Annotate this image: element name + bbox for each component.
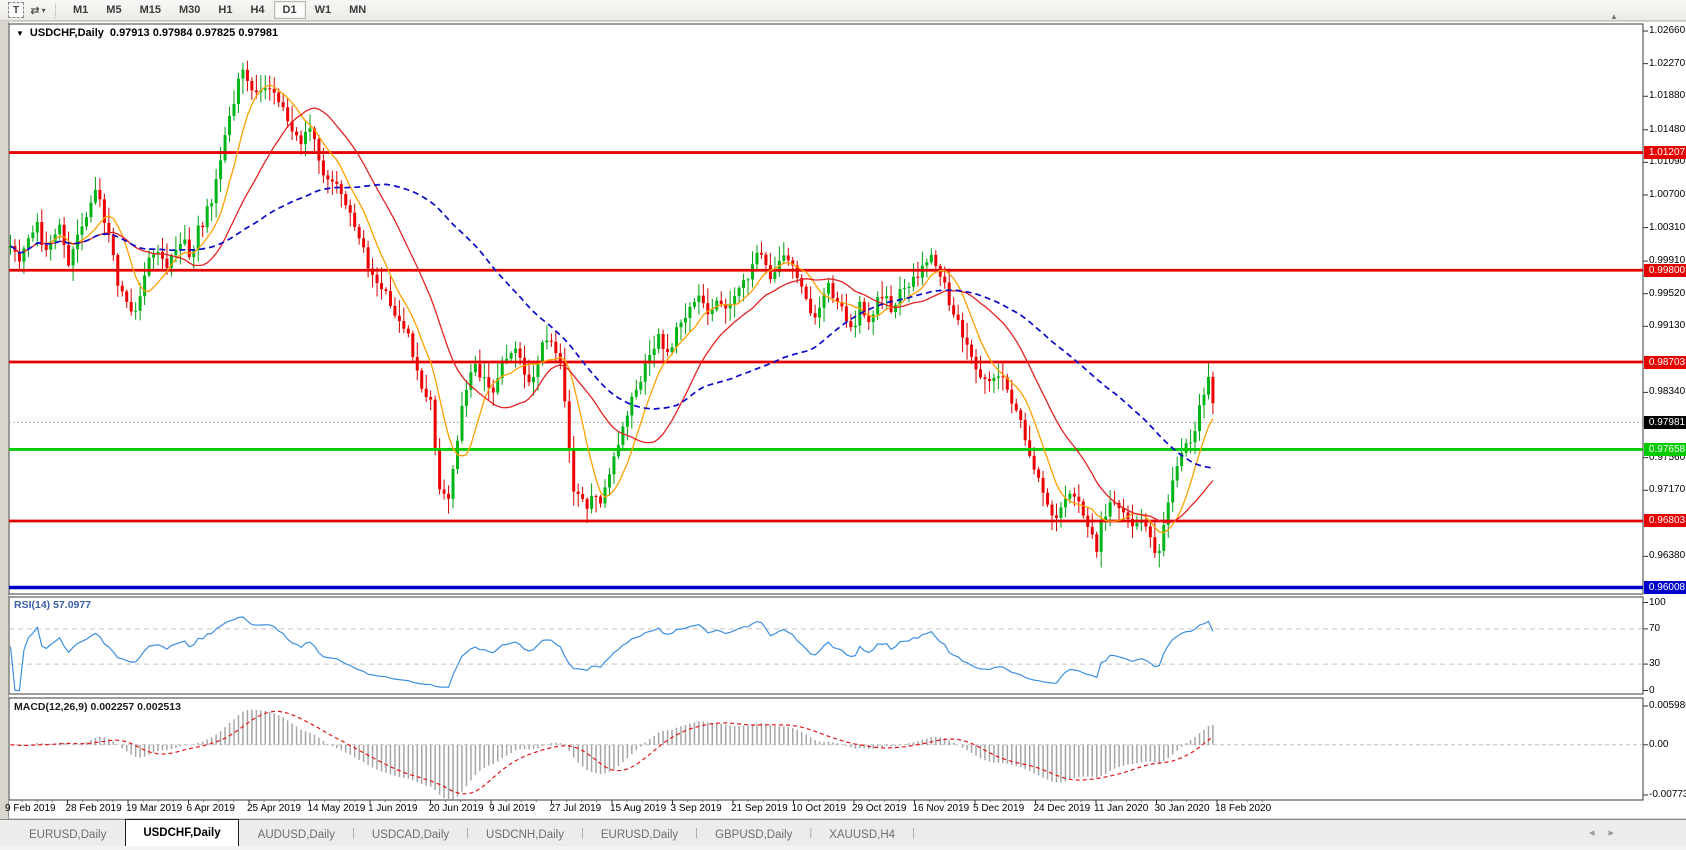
date-axis-tick: 11 Jan 2020 xyxy=(1094,803,1149,814)
collapse-triangle-icon[interactable]: ▼ xyxy=(16,28,24,38)
date-axis-tick: 5 Dec 2019 xyxy=(973,803,1025,814)
date-axis-tick: 30 Jan 2020 xyxy=(1154,803,1210,814)
price-axis-tick: 0.97170 xyxy=(1649,484,1686,496)
date-axis-tick: 18 Feb 2020 xyxy=(1215,803,1272,814)
tab-separator: | xyxy=(912,827,915,839)
scroll-up-icon[interactable]: ▲ xyxy=(1610,12,1618,21)
timeframe-button-h1[interactable]: H1 xyxy=(218,4,233,16)
chart-tab-usdcad-daily[interactable]: USDCAD,Daily xyxy=(371,828,450,841)
arrange-windows-button[interactable]: ⇄ ▾ xyxy=(28,2,48,19)
date-axis-tick: 20 Jun 2019 xyxy=(428,803,484,814)
tab-separator: | xyxy=(580,827,584,839)
timeframe-button-m30[interactable]: M30 xyxy=(178,4,201,16)
date-axis-tick: 14 May 2019 xyxy=(307,803,366,814)
rsi-indicator-label: RSI(14) 57.0977 xyxy=(14,599,92,611)
price-axis-tick: 1.02270 xyxy=(1649,57,1686,69)
text-tool-button[interactable]: T xyxy=(6,2,26,19)
price-axis-tick: 0.97560 xyxy=(1649,451,1686,463)
price-level-badge: 0.97658 xyxy=(1644,442,1686,456)
date-axis-tick: 15 Aug 2019 xyxy=(610,803,667,814)
tab-scroll-left-icon: ◂ xyxy=(1588,827,1609,839)
window-left-edge xyxy=(0,22,9,850)
price-level-badge: 0.96008 xyxy=(1644,580,1686,594)
date-axis-tick: 21 Sep 2019 xyxy=(731,803,788,814)
price-axis-tick: 0.99130 xyxy=(1649,320,1686,332)
chart-title: ▼ USDCHF,Daily 0.97913 0.97984 0.97825 0… xyxy=(16,27,278,39)
price-axis-tick: 0.99910 xyxy=(1649,255,1686,267)
price-axis-tick: 1.00310 xyxy=(1649,221,1686,233)
date-axis-tick: 19 Mar 2019 xyxy=(126,803,183,814)
price-level-badge: 0.98703 xyxy=(1644,355,1686,369)
date-axis-tick: 28 Feb 2019 xyxy=(65,803,122,814)
top-toolbar: T ⇄ ▾ M1 M5 M15 M30 H1 H4 D1 W1 MN xyxy=(0,0,1686,21)
date-axis-tick: 24 Dec 2019 xyxy=(1033,803,1091,814)
date-axis-tick: 3 Sep 2019 xyxy=(670,803,722,814)
timeframe-button-d1[interactable]: D1 xyxy=(273,1,306,19)
timeframe-button-m5[interactable]: M5 xyxy=(106,4,122,16)
timeframe-button-m15[interactable]: M15 xyxy=(139,4,161,16)
price-level-badge: 1.01207 xyxy=(1644,146,1686,160)
text-tool-icon: T xyxy=(8,2,24,18)
arrange-icon: ⇄ xyxy=(30,4,40,17)
tab-separator: | xyxy=(809,827,813,839)
chart-tab-usdchf-daily[interactable]: USDCHF,Daily xyxy=(125,819,239,846)
price-axis-tick: 1.00700 xyxy=(1649,188,1686,200)
macd-axis-tick: 0.005986 xyxy=(1649,699,1686,711)
chart-tab-usdcnh-daily[interactable]: USDCNH,Daily xyxy=(486,828,564,841)
chart-tab-xauusd-h4[interactable]: XAUUSD,H4 xyxy=(829,828,896,841)
price-axis-tick: 0.96380 xyxy=(1649,550,1686,562)
chart-tab-bar: EURUSD,Daily USDCHF,Daily AUDUSD,Daily | USD… xyxy=(0,819,1686,846)
rsi-axis-tick: 100 xyxy=(1649,596,1666,608)
price-axis-tick: 0.98340 xyxy=(1649,386,1686,398)
price-axis-tick: 1.01880 xyxy=(1649,90,1686,102)
date-axis-tick: 6 Apr 2019 xyxy=(186,803,235,814)
macd-axis-tick: -0.007737 xyxy=(1649,788,1686,800)
date-axis-tick: 9 Jul 2019 xyxy=(489,803,536,814)
chart-tab-eurusd-daily[interactable]: EURUSD,Daily xyxy=(29,828,107,841)
rsi-axis-tick: 30 xyxy=(1649,658,1661,670)
tab-scroll-arrows[interactable]: ◂▸ xyxy=(1589,826,1628,839)
toolbar-separator xyxy=(55,2,57,18)
date-axis-tick: 25 Apr 2019 xyxy=(247,803,301,814)
price-level-badge: 0.96803 xyxy=(1644,514,1686,528)
chart-title-ohlc: 0.97913 0.97984 0.97825 0.97981 xyxy=(109,27,279,39)
date-axis-tick: 9 Feb 2019 xyxy=(5,803,56,814)
price-axis-tick: 1.01090 xyxy=(1649,156,1686,168)
date-axis-tick: 10 Oct 2019 xyxy=(791,803,846,814)
tab-separator: | xyxy=(695,827,699,839)
price-axis-tick: 0.99520 xyxy=(1649,287,1686,299)
date-axis-tick: 27 Jul 2019 xyxy=(549,803,602,814)
chart-tab-gbpusd-daily[interactable]: GBPUSD,Daily xyxy=(715,828,793,841)
macd-axis-tick: 0.00 xyxy=(1649,738,1669,750)
date-axis-tick: 1 Jun 2019 xyxy=(368,803,418,814)
date-axis-tick: 29 Oct 2019 xyxy=(852,803,907,814)
price-level-badge: 0.97981 xyxy=(1644,415,1686,429)
rsi-axis-tick: 70 xyxy=(1649,622,1661,634)
bottom-strip xyxy=(0,846,1686,850)
timeframe-button-w1[interactable]: W1 xyxy=(314,4,332,16)
chart-tab-audusd-daily[interactable]: AUDUSD,Daily xyxy=(257,828,335,841)
tab-separator: | xyxy=(351,827,355,839)
dropdown-caret-icon: ▾ xyxy=(41,5,46,15)
date-axis-tick: 16 Nov 2019 xyxy=(912,803,970,814)
chart-title-symbol: USDCHF,Daily xyxy=(29,27,104,39)
price-axis-tick: 1.02660 xyxy=(1649,25,1686,37)
chart-tab-eurusd-daily[interactable]: EURUSD,Daily xyxy=(600,828,679,841)
timeframe-button-h4[interactable]: H4 xyxy=(250,4,265,16)
timeframe-button-m1[interactable]: M1 xyxy=(73,4,89,16)
tab-separator: | xyxy=(466,827,470,839)
price-axis-tick: 1.01480 xyxy=(1649,123,1686,135)
rsi-axis-tick: 0 xyxy=(1649,684,1655,696)
timeframe-button-mn[interactable]: MN xyxy=(349,4,367,16)
timeframe-button-group: M1 M5 M15 M30 H1 H4 D1 W1 MN xyxy=(64,1,375,19)
price-level-badge: 0.99800 xyxy=(1644,263,1686,277)
tab-scroll-right-icon: ▸ xyxy=(1608,827,1628,839)
macd-indicator-label: MACD(12,26,9) 0.002257 0.002513 xyxy=(14,701,181,713)
